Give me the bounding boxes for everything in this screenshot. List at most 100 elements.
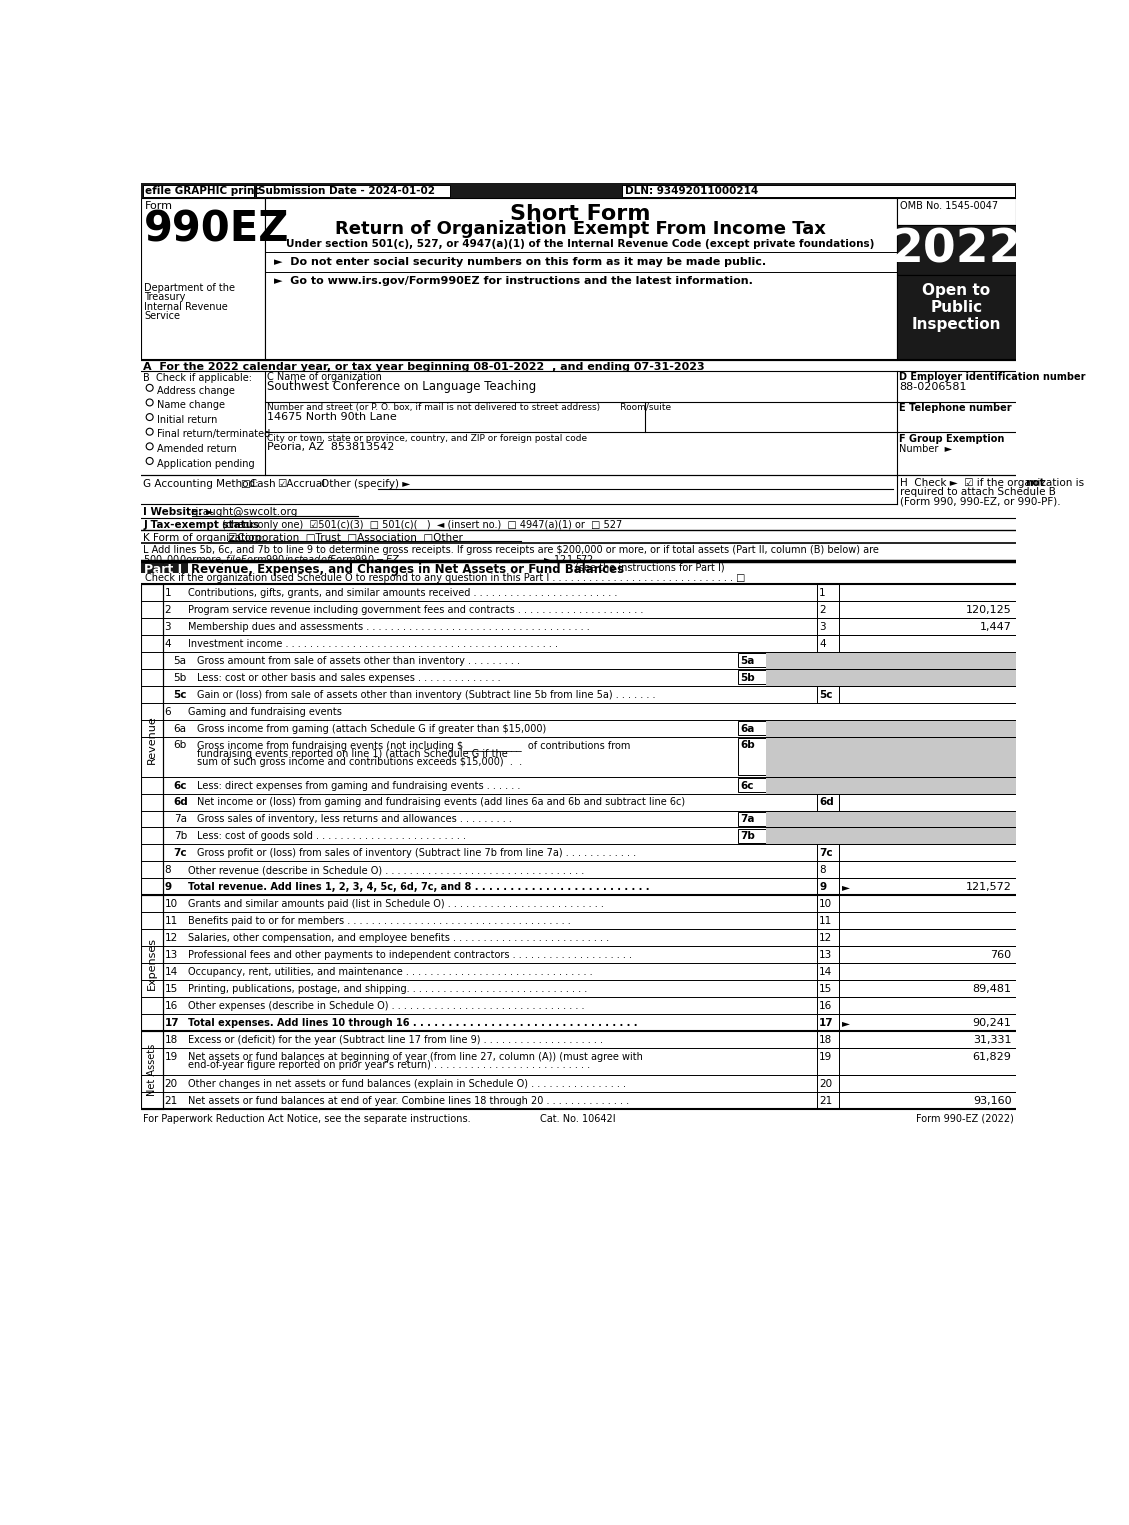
Bar	[256, 185, 449, 197]
Text: Grants and similar amounts paid (list in Schedule O) . . . . . . . . . . . . . .: Grants and similar amounts paid (list in…	[187, 900, 604, 909]
Text: 5b: 5b	[174, 673, 187, 683]
Bar	[622, 185, 1015, 197]
Bar	[817, 862, 839, 878]
Text: Return of Organization Exempt From Income Tax: Return of Organization Exempt From Incom…	[335, 220, 826, 238]
Text: Southwest Conference on Language Teaching: Southwest Conference on Language Teachin…	[268, 380, 536, 393]
Text: Membership dues and assessments . . . . . . . . . . . . . . . . . . . . . . . . : Membership dues and assessments . . . . …	[187, 622, 589, 631]
Text: 8: 8	[165, 865, 170, 875]
Text: 19: 19	[165, 1052, 177, 1061]
Bar	[839, 862, 1016, 878]
Text: 13: 13	[165, 950, 177, 959]
Text: Revenue: Revenue	[147, 715, 157, 764]
Bar	[839, 1048, 1016, 1075]
Bar	[765, 720, 1016, 737]
Text: $500,000 or more, file Form 990 instead of Form 990-EZ . . . . . . . . . . . . .: $500,000 or more, file Form 990 instead …	[143, 552, 595, 566]
Bar	[839, 1014, 1016, 1031]
Text: DLN: 93492011000214: DLN: 93492011000214	[624, 186, 758, 197]
Text: (check only one)  ☑501(c)(3)  □ 501(c)(   )  ◄ (insert no.)  □ 4947(a)(1) or  □ : (check only one) ☑501(c)(3) □ 501(c)( ) …	[221, 520, 622, 531]
Text: 5c: 5c	[820, 689, 833, 700]
Bar	[765, 737, 1016, 776]
Bar	[141, 198, 265, 360]
Text: E Telephone number: E Telephone number	[899, 403, 1012, 413]
Bar	[141, 561, 187, 573]
Text: Other revenue (describe in Schedule O) . . . . . . . . . . . . . . . . . . . . .: Other revenue (describe in Schedule O) .…	[187, 865, 584, 875]
Text: Public: Public	[930, 300, 982, 316]
Text: 1,447: 1,447	[980, 622, 1012, 631]
Text: ☑Accrual: ☑Accrual	[277, 479, 325, 488]
Text: 1: 1	[820, 589, 826, 598]
Bar	[142, 185, 254, 197]
Text: Amended return: Amended return	[157, 444, 236, 454]
Text: Department of the: Department of the	[145, 284, 235, 293]
Text: 6a: 6a	[741, 723, 754, 734]
Text: 89,481: 89,481	[972, 984, 1012, 994]
Bar	[839, 946, 1016, 962]
Text: not: not	[1025, 477, 1045, 488]
Text: Other expenses (describe in Schedule O) . . . . . . . . . . . . . . . . . . . . : Other expenses (describe in Schedule O) …	[187, 1000, 584, 1011]
Text: OMB No. 1545-0047: OMB No. 1545-0047	[900, 201, 998, 210]
Text: 88-0206581: 88-0206581	[899, 383, 966, 392]
Text: Number  ►: Number ►	[899, 444, 952, 454]
Text: Application pending: Application pending	[157, 459, 254, 468]
Text: L Add lines 5b, 6c, and 7b to line 9 to determine gross receipts. If gross recei: L Add lines 5b, 6c, and 7b to line 9 to …	[143, 544, 879, 555]
Bar	[817, 601, 839, 618]
Text: 14: 14	[165, 967, 177, 978]
Text: 15: 15	[165, 984, 177, 994]
Bar	[817, 686, 839, 703]
Text: Inspection: Inspection	[912, 317, 1001, 332]
Bar	[765, 651, 1016, 669]
Text: For Paperwork Reduction Act Notice, see the separate instructions.: For Paperwork Reduction Act Notice, see …	[143, 1113, 471, 1124]
Text: Internal Revenue: Internal Revenue	[145, 302, 228, 311]
Bar	[839, 686, 1016, 703]
Text: 760: 760	[990, 950, 1012, 959]
Text: K Form of organization:: K Form of organization:	[143, 532, 265, 543]
Text: 21: 21	[165, 1096, 177, 1106]
Bar	[765, 669, 1016, 686]
Text: 93,160: 93,160	[973, 1096, 1012, 1106]
Text: 7a: 7a	[741, 814, 754, 825]
Bar	[839, 618, 1016, 634]
Bar	[738, 778, 765, 791]
Text: 6a: 6a	[174, 723, 186, 734]
Text: Peoria, AZ  853813542: Peoria, AZ 853813542	[268, 442, 395, 453]
Text: Less: cost of goods sold . . . . . . . . . . . . . . . . . . . . . . . . .: Less: cost of goods sold . . . . . . . .…	[196, 831, 466, 842]
Text: Investment income . . . . . . . . . . . . . . . . . . . . . . . . . . . . . . . : Investment income . . . . . . . . . . . …	[187, 639, 558, 648]
Bar	[839, 584, 1016, 601]
Text: Less: direct expenses from gaming and fundraising events . . . . . .: Less: direct expenses from gaming and fu…	[196, 781, 520, 790]
Text: D Employer identification number: D Employer identification number	[899, 372, 1086, 383]
Text: Final return/terminated: Final return/terminated	[157, 430, 270, 439]
Bar	[817, 895, 839, 912]
Text: 6c: 6c	[174, 781, 187, 790]
Text: Total revenue. Add lines 1, 2, 3, 4, 5c, 6d, 7c, and 8 . . . . . . . . . . . . .: Total revenue. Add lines 1, 2, 3, 4, 5c,…	[187, 881, 649, 892]
Bar	[765, 811, 1016, 828]
Text: J Tax-exempt status: J Tax-exempt status	[143, 520, 260, 531]
Text: Other changes in net assets or fund balances (explain in Schedule O) . . . . . .: Other changes in net assets or fund bala…	[187, 1080, 625, 1089]
Text: Net Assets: Net Assets	[147, 1045, 157, 1096]
Text: Gross income from gaming (attach Schedule G if greater than $15,000): Gross income from gaming (attach Schedul…	[196, 723, 546, 734]
Text: end-of-year figure reported on prior year's return) . . . . . . . . . . . . . . : end-of-year figure reported on prior yea…	[187, 1060, 589, 1071]
Text: 16: 16	[820, 1000, 832, 1011]
Text: City or town, state or province, country, and ZIP or foreign postal code: City or town, state or province, country…	[268, 435, 587, 444]
Text: F Group Exemption: F Group Exemption	[899, 435, 1005, 444]
Text: 4: 4	[165, 639, 170, 648]
Text: 17: 17	[165, 1017, 180, 1028]
Text: 6d: 6d	[820, 798, 834, 807]
Text: Occupancy, rent, utilities, and maintenance . . . . . . . . . . . . . . . . . . : Occupancy, rent, utilities, and maintena…	[187, 967, 593, 978]
Text: 21: 21	[820, 1096, 832, 1106]
Text: efile GRAPHIC print: efile GRAPHIC print	[145, 186, 260, 197]
Text: Under section 501(c), 527, or 4947(a)(1) of the Internal Revenue Code (except pr: Under section 501(c), 527, or 4947(a)(1)…	[287, 239, 875, 249]
Bar	[839, 912, 1016, 929]
Bar	[896, 226, 1016, 276]
Bar	[738, 738, 765, 775]
Text: Salaries, other compensation, and employee benefits . . . . . . . . . . . . . . : Salaries, other compensation, and employ…	[187, 933, 609, 942]
Text: Short Form: Short Form	[510, 204, 650, 224]
Text: 5a: 5a	[174, 656, 186, 666]
Text: C Name of organization: C Name of organization	[268, 372, 383, 383]
Text: Gross profit or (loss) from sales of inventory (Subtract line 7b from line 7a) .: Gross profit or (loss) from sales of inv…	[196, 848, 636, 859]
Text: rjraught@swcolt.org: rjraught@swcolt.org	[192, 508, 298, 517]
Bar	[896, 198, 1016, 226]
Bar	[817, 981, 839, 997]
Bar	[738, 813, 765, 827]
Bar	[141, 584, 163, 895]
Bar	[817, 1075, 839, 1092]
